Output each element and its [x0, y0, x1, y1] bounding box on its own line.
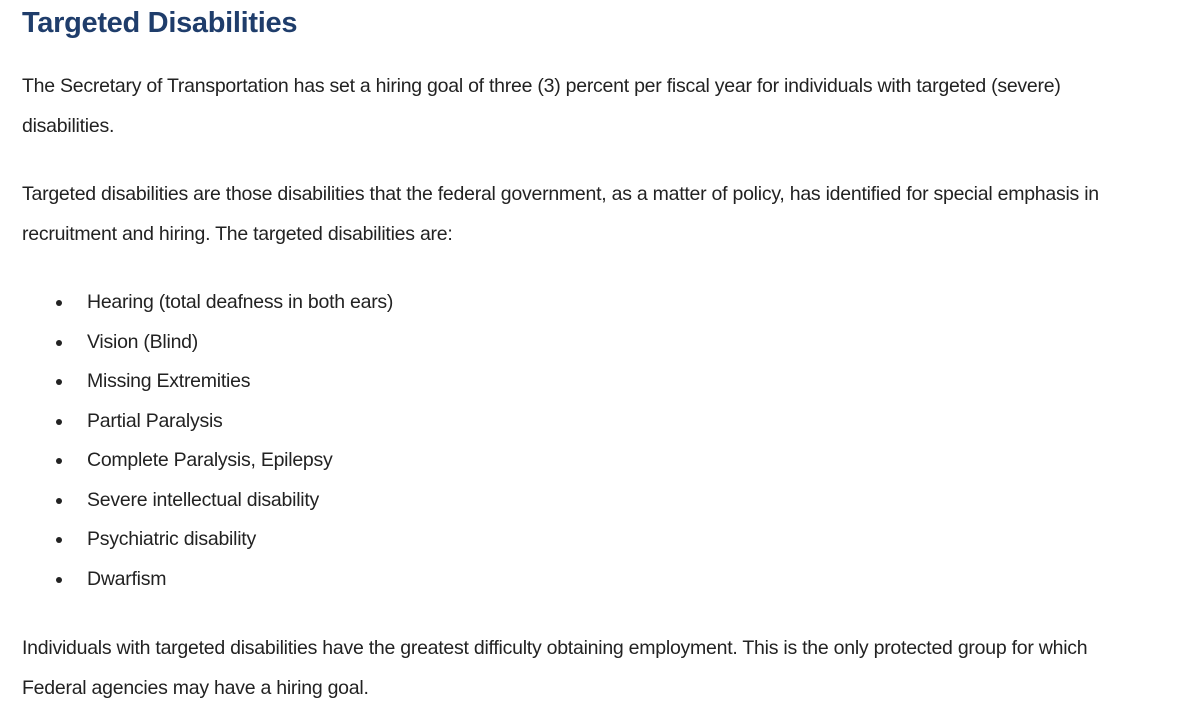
list-item: Dwarfism: [22, 560, 393, 600]
list-item-label: Hearing (total deafness in both ears): [87, 291, 394, 313]
bullet-icon: [56, 576, 62, 583]
bullet-icon: [56, 537, 62, 543]
bullet-icon: [56, 497, 62, 504]
list-item: Psychiatric disability: [22, 520, 393, 560]
list-item-label: Vision (Blind): [87, 330, 199, 353]
list-item-label: Missing Extremities: [87, 370, 251, 392]
list-item-label: Complete Paralysis, Epilepsy: [87, 449, 333, 471]
list-item-label: Partial Paralysis: [87, 409, 223, 432]
list-item: Complete Paralysis, Epilepsy: [22, 441, 393, 481]
disability-list: Hearing (total deafness in both ears) Vi…: [22, 283, 393, 599]
bullet-icon: [56, 458, 62, 464]
closing-paragraph: Individuals with targeted disabilities h…: [22, 637, 1088, 699]
page-title: Targeted Disabilities: [22, 7, 298, 39]
bullet-icon: [56, 418, 62, 425]
list-item-label: Severe intellectual disability: [87, 488, 320, 511]
list-item: Vision (Blind): [22, 323, 393, 363]
list-item-label: Psychiatric disability: [87, 528, 256, 550]
bullet-icon: [56, 379, 62, 385]
bullet-icon: [56, 339, 62, 346]
list-item: Hearing (total deafness in both ears): [22, 283, 393, 323]
bullet-icon: [56, 300, 62, 306]
list-item: Missing Extremities: [22, 362, 393, 402]
list-item: Severe intellectual disability: [22, 481, 393, 521]
intro-paragraph: The Secretary of Transportation has set …: [22, 75, 1061, 137]
definition-paragraph: Targeted disabilities are those disabili…: [22, 183, 1099, 245]
list-item-label: Dwarfism: [87, 567, 167, 590]
list-item: Partial Paralysis: [22, 402, 393, 442]
